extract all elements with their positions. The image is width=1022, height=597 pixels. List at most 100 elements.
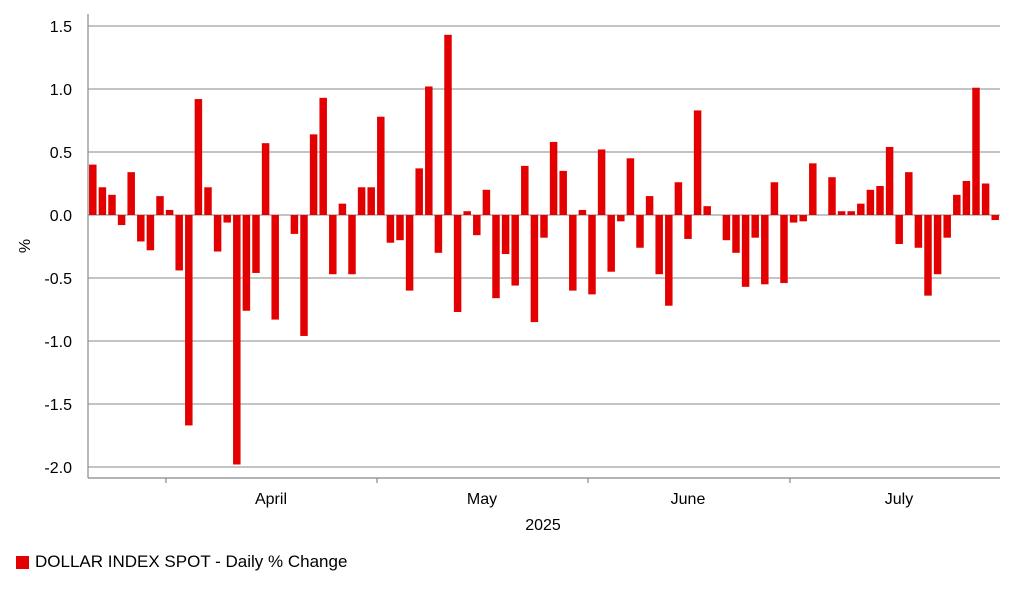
bar (492, 215, 500, 299)
bar (559, 170, 567, 215)
bar (597, 149, 606, 215)
bar (194, 99, 203, 215)
bar (943, 215, 951, 238)
bar (876, 186, 884, 215)
bar (444, 34, 452, 215)
bar (789, 215, 798, 223)
x-tick-label: April (255, 491, 287, 508)
bar (348, 215, 356, 275)
bar (146, 215, 155, 251)
bar (242, 215, 251, 311)
bar (722, 215, 731, 241)
bar (626, 158, 635, 215)
bar (828, 177, 836, 215)
y-tick-label: -1.5 (44, 397, 72, 414)
bar (540, 215, 548, 238)
bar (953, 194, 961, 215)
bar (703, 206, 711, 215)
bar (338, 203, 347, 215)
bar (415, 168, 423, 215)
bar (645, 196, 654, 215)
bar (261, 143, 270, 215)
bar (223, 215, 231, 223)
bar (885, 146, 894, 215)
bar (972, 87, 980, 215)
bar (847, 211, 855, 215)
bar (319, 97, 327, 215)
bar (799, 215, 807, 222)
bar (127, 172, 135, 215)
bar (981, 183, 990, 215)
bar (252, 215, 260, 273)
bar (501, 215, 510, 255)
bar (185, 215, 193, 426)
legend: DOLLAR INDEX SPOT - Daily % Change (16, 552, 347, 572)
bar (588, 215, 596, 295)
bar (290, 215, 299, 234)
x-axis-label: 2025 (525, 517, 561, 534)
bar (857, 203, 865, 215)
bar (175, 215, 183, 271)
bar (674, 182, 683, 215)
x-tick-label: July (885, 491, 913, 508)
bar (137, 215, 145, 242)
bar (357, 187, 366, 215)
y-tick-label: -0.5 (44, 271, 72, 288)
bar (924, 215, 932, 296)
bar (156, 196, 164, 215)
bar (933, 215, 942, 275)
bar (396, 215, 404, 241)
bar (453, 215, 462, 313)
bar (367, 187, 375, 215)
bar (425, 86, 433, 215)
bar (866, 189, 875, 215)
bar (108, 194, 116, 215)
bar (377, 116, 385, 215)
bar (213, 215, 222, 252)
bar (98, 187, 107, 215)
bar (405, 215, 414, 291)
bar (165, 209, 174, 215)
bar (233, 215, 241, 465)
bar (761, 215, 769, 285)
y-tick-label: 0.5 (50, 145, 72, 162)
bar (962, 180, 971, 215)
bar (665, 215, 673, 306)
bar-layer (89, 34, 999, 465)
bar (837, 211, 846, 215)
bar (732, 215, 740, 253)
bar (617, 215, 625, 222)
x-tick-label: June (671, 491, 706, 508)
legend-swatch (16, 555, 29, 569)
y-tick-label: -2.0 (44, 460, 72, 477)
bar (569, 215, 577, 291)
bar (991, 215, 999, 221)
bar (89, 164, 97, 215)
legend-label: DOLLAR INDEX SPOT - Daily % Change (35, 552, 348, 571)
y-tick-label: 1.0 (50, 82, 72, 99)
bar (271, 215, 279, 320)
y-tick-label: -1.0 (44, 334, 72, 351)
bar (607, 215, 615, 272)
bar (905, 172, 913, 215)
bar (914, 215, 923, 248)
bar (473, 215, 481, 236)
bar (386, 215, 395, 243)
bar (434, 215, 443, 253)
bar (636, 215, 644, 248)
bar (521, 165, 529, 215)
bar (530, 215, 539, 323)
bar (770, 182, 779, 215)
bar (895, 215, 903, 244)
grid-layer (88, 25, 1000, 468)
bar (693, 110, 702, 215)
bar (549, 141, 558, 215)
y-axis-label: % (17, 239, 34, 253)
bar (780, 215, 788, 284)
bar (463, 211, 471, 215)
bar (309, 134, 318, 215)
bar (329, 215, 337, 275)
axis-layer: 1.5 1.0 0.5 0.0 -0.5 -1.0 -1.5 -2.0 April May June… (44, 14, 1000, 508)
